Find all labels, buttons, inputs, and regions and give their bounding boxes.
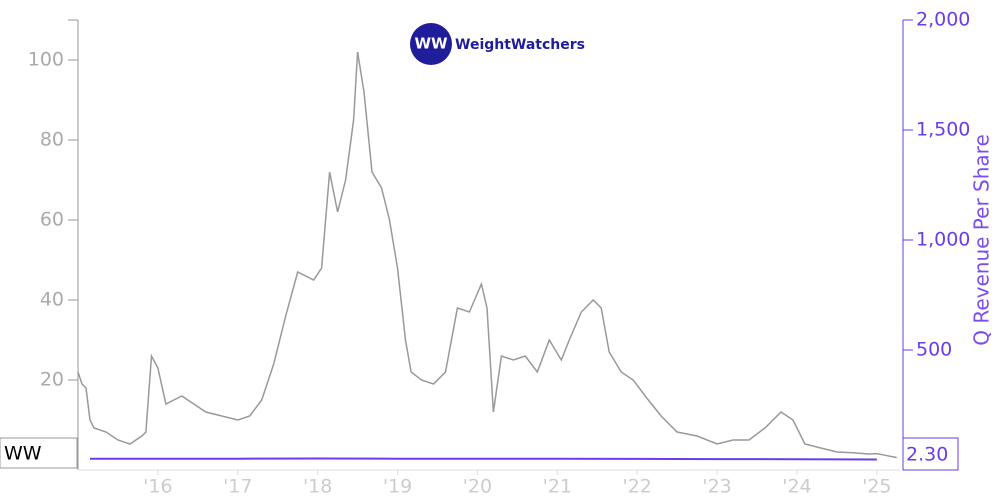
series-line [90,457,877,461]
series-line [77,51,897,459]
x-tick-label: '22 [622,476,651,498]
value-label: 2.30 [906,444,948,466]
x-tick-label: '18 [303,476,332,498]
legend-label: WW [4,443,42,465]
x-tick-label: '21 [543,476,572,498]
y-tick-label: 60 [40,209,64,231]
x-tick-label: '23 [702,476,731,498]
x-tick-label: '19 [383,476,412,498]
y-tick-label: 40 [40,289,64,311]
y2-tick-label: 1,000 [916,229,970,251]
y2-tick-label: 2,000 [916,9,970,31]
y-tick-label: 80 [40,129,64,151]
legend-box [0,437,78,469]
y2-tick-label: 1,500 [916,119,970,141]
logo-circle [410,23,452,65]
x-tick-label: '20 [463,476,492,498]
y-tick-label: 100 [28,49,64,71]
y2-axis-label: Q Revenue Per Share [970,134,994,346]
x-tick-label: '24 [782,476,811,498]
y2-tick-label: 500 [916,339,952,361]
x-tick-label: '17 [223,476,252,498]
logo-text: WeightWatchers [455,37,585,53]
value-label-box [902,437,959,471]
x-tick-label: '16 [143,476,172,498]
logo-mark: WW [414,35,448,53]
x-tick-label: '25 [862,476,891,498]
y-tick-label: 20 [40,369,64,391]
